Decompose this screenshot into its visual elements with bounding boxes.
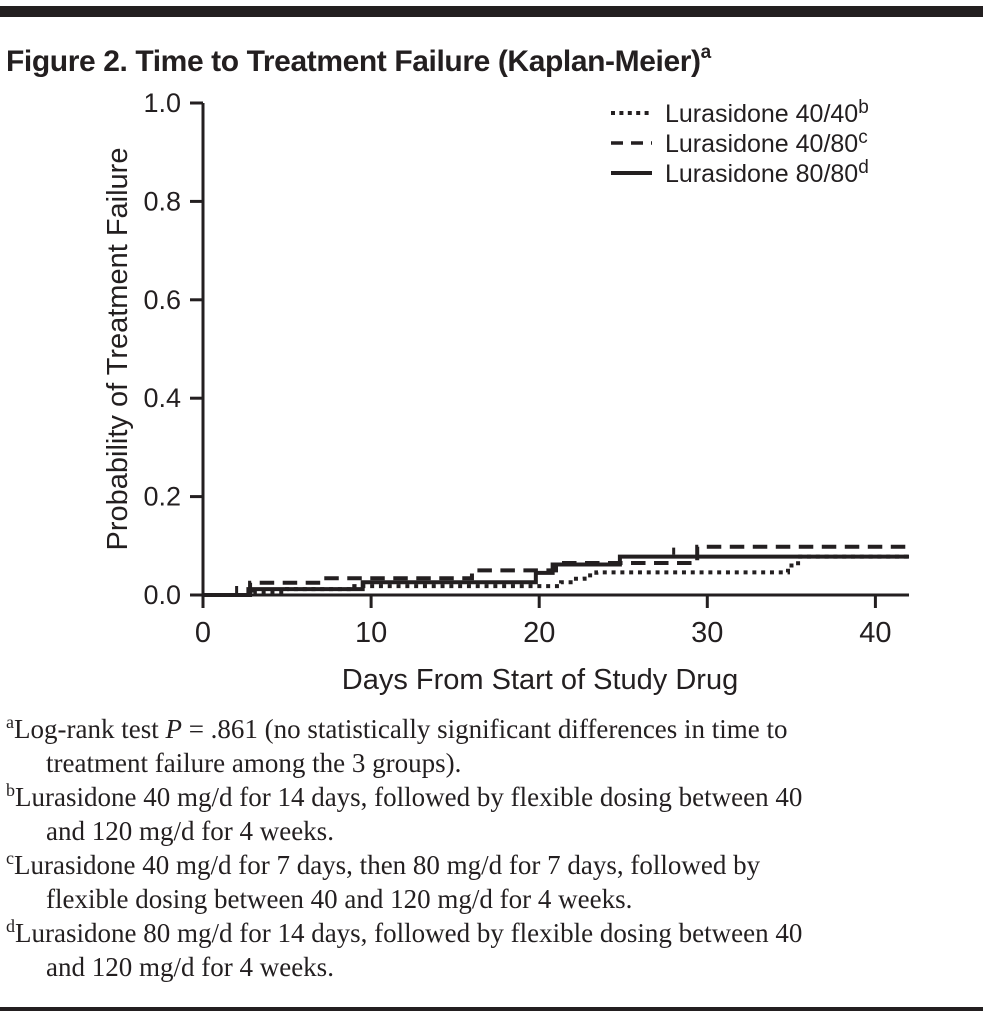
legend-label: Lurasidone 80/80d bbox=[665, 157, 869, 188]
y-tick-label: 0.2 bbox=[143, 482, 181, 512]
y-tick-label: 1.0 bbox=[143, 88, 181, 118]
top-rule bbox=[0, 6, 983, 17]
x-tick-label: 20 bbox=[523, 617, 555, 649]
legend-item-lurasidone-40-80: Lurasidone 40/80c bbox=[611, 127, 868, 158]
x-axis-label: Days From Start of Study Drug bbox=[342, 664, 738, 696]
legend-item-lurasidone-80-80: Lurasidone 80/80d bbox=[611, 157, 869, 188]
y-tick-label: 0.8 bbox=[143, 186, 181, 216]
footnote-marker: d bbox=[6, 916, 15, 936]
legend-item-lurasidone-40-40: Lurasidone 40/40b bbox=[611, 97, 869, 128]
x-tick-label: 10 bbox=[355, 617, 387, 649]
footnote-a: aLog-rank test P = .861 (no statisticall… bbox=[6, 712, 971, 746]
footnote-marker: c bbox=[6, 848, 14, 868]
footnote-text: and 120 mg/d for 4 weeks. bbox=[46, 952, 334, 982]
y-tick-label: 0.0 bbox=[143, 580, 181, 610]
footnote-marker: b bbox=[6, 780, 15, 800]
figure-title-text: Figure 2. Time to Treatment Failure (Kap… bbox=[6, 45, 701, 79]
footnotes: aLog-rank test P = .861 (no statisticall… bbox=[6, 712, 971, 984]
footnote-d-cont: and 120 mg/d for 4 weeks. bbox=[6, 950, 971, 984]
y-tick-label: 0.4 bbox=[143, 383, 181, 413]
x-tick-label: 0 bbox=[195, 617, 211, 649]
y-axis-label: Probability of Treatment Failure bbox=[102, 148, 134, 551]
plot-area: 0.0 0.2 0.4 0.6 0.8 1.0 0 10 20 30 40 bbox=[143, 88, 910, 649]
footnote-d: dLurasidone 80 mg/d for 14 days, followe… bbox=[6, 916, 971, 950]
bottom-rule bbox=[0, 1007, 983, 1011]
footnote-text: Lurasidone 80 mg/d for 14 days, followed… bbox=[15, 918, 803, 948]
legend-label: Lurasidone 40/40b bbox=[665, 97, 869, 128]
footnote-marker: a bbox=[6, 712, 14, 732]
footnote-text: P bbox=[165, 714, 182, 744]
km-curve-lurasidone-40-80 bbox=[203, 544, 910, 597]
footnote-text: flexible dosing between 40 and 120 mg/d … bbox=[46, 884, 633, 914]
footnote-b-cont: and 120 mg/d for 4 weeks. bbox=[6, 814, 971, 848]
km-curve-lurasidone-80-80 bbox=[203, 554, 910, 597]
figure-title: Figure 2. Time to Treatment Failure (Kap… bbox=[6, 42, 712, 79]
x-tick-label: 40 bbox=[859, 617, 891, 649]
footnote-text: and 120 mg/d for 4 weeks. bbox=[46, 816, 334, 846]
legend-label: Lurasidone 40/80c bbox=[665, 127, 868, 158]
footnote-text: Lurasidone 40 mg/d for 14 days, followed… bbox=[15, 782, 803, 812]
footnote-c-cont: flexible dosing between 40 and 120 mg/d … bbox=[6, 882, 971, 916]
legend: Lurasidone 40/40b Lurasidone 40/80c Lura… bbox=[611, 97, 869, 188]
footnote-text: Lurasidone 40 mg/d for 7 days, then 80 m… bbox=[14, 850, 761, 880]
figure-title-superscript: a bbox=[700, 42, 712, 64]
x-tick-label: 30 bbox=[691, 617, 723, 649]
footnote-a-cont: treatment failure among the 3 groups). bbox=[6, 746, 971, 780]
km-chart-svg: 0.0 0.2 0.4 0.6 0.8 1.0 0 10 20 30 40 Days From St… bbox=[102, 88, 910, 696]
footnote-text: = .861 (no statistically significant dif… bbox=[181, 714, 788, 744]
y-tick-label: 0.6 bbox=[143, 285, 181, 315]
footnote-b: bLurasidone 40 mg/d for 14 days, followe… bbox=[6, 780, 971, 814]
footnote-text: treatment failure among the 3 groups). bbox=[46, 748, 462, 778]
footnote-c: cLurasidone 40 mg/d for 7 days, then 80 … bbox=[6, 848, 971, 882]
footnote-text: Log-rank test bbox=[14, 714, 166, 744]
